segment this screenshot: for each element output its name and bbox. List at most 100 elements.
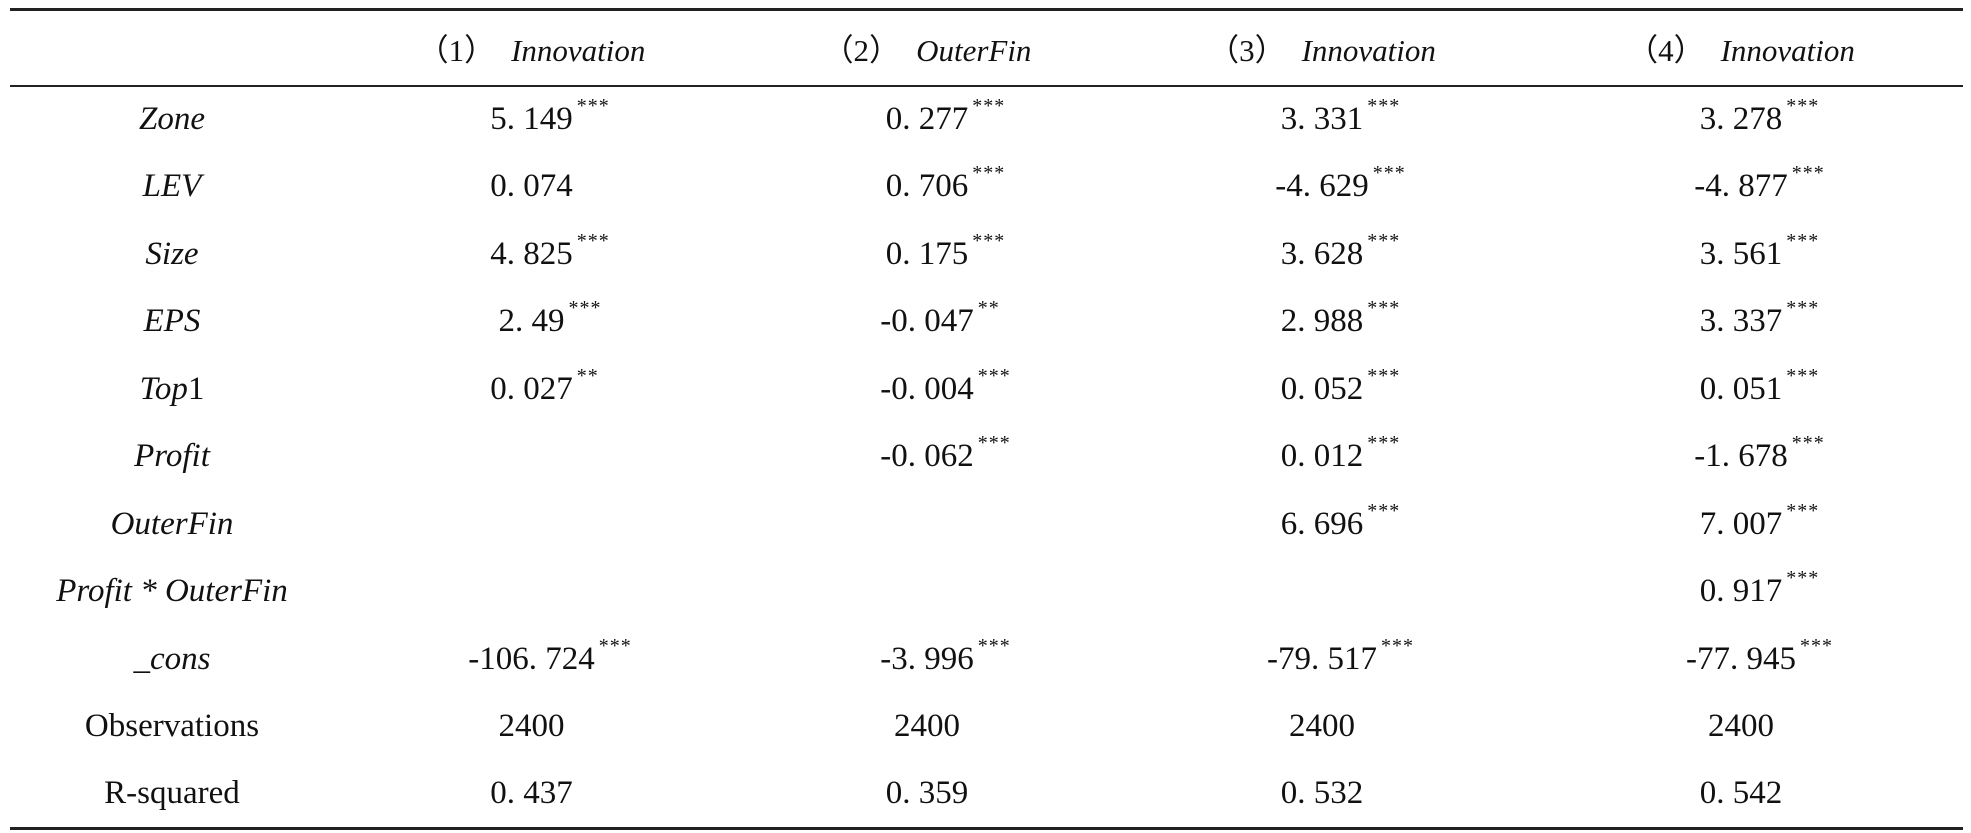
significance-stars: *** bbox=[1791, 162, 1825, 185]
coefficient-cell: -3. 996 *** bbox=[729, 626, 1125, 694]
cell-value-group: 3. 278 *** bbox=[1700, 95, 1819, 138]
coefficient-value: -0. 062 bbox=[880, 438, 974, 475]
coefficient-cell: 0. 074 bbox=[334, 153, 729, 221]
cell-value-group: 3. 331 *** bbox=[1280, 95, 1400, 138]
dependent-variable: Innovation bbox=[511, 33, 646, 69]
significance-stars: *** bbox=[1786, 499, 1820, 522]
row-label: OuterFin bbox=[110, 505, 234, 542]
coefficient-cell: -0. 004 *** bbox=[729, 356, 1125, 424]
coefficient-value: 0. 051 bbox=[1699, 370, 1783, 407]
row-label: Top1 bbox=[10, 356, 334, 424]
coefficient-cell: 2. 988 *** bbox=[1125, 288, 1519, 356]
regression-table: （1） Innovation （2） OuterFin （3） Innovation … bbox=[10, 8, 1963, 830]
coefficient-cell: 0. 437 bbox=[334, 760, 729, 830]
table-row: Top1 0. 027 ** -0. 004 *** 0. 052 *** 0. 051 *** bbox=[10, 356, 1963, 424]
model-number: （2） bbox=[822, 33, 901, 69]
table-row: Observations 2400 2400 2400 2400 bbox=[10, 693, 1963, 761]
cell-value-group: 3. 337 *** bbox=[1700, 297, 1819, 340]
cell-value-group: 6. 696 *** bbox=[1280, 500, 1400, 543]
coefficient-cell: -4. 877 *** bbox=[1519, 153, 1963, 221]
coefficient-cell: 0. 027 ** bbox=[334, 356, 729, 424]
cell-value-group: 0. 012 *** bbox=[1280, 432, 1400, 475]
dependent-variable: Innovation bbox=[1301, 33, 1436, 69]
coefficient-value: 2. 49 bbox=[498, 303, 565, 340]
significance-stars: *** bbox=[598, 634, 632, 657]
header-cell-model-4: （4） Innovation bbox=[1519, 8, 1963, 87]
cell-value-group: -3. 996 *** bbox=[880, 635, 1010, 678]
coefficient-value: 6. 696 bbox=[1280, 505, 1364, 542]
table-row: Profit * OuterFin 0. 917 *** bbox=[10, 558, 1963, 626]
cell-value-group: 0. 027 ** bbox=[490, 365, 598, 408]
coefficient-value: 0. 917 bbox=[1699, 573, 1783, 610]
header-cell-blank bbox=[10, 8, 334, 87]
coefficient-cell: 0. 706 *** bbox=[729, 153, 1125, 221]
coefficient-cell: 3. 561 *** bbox=[1519, 221, 1963, 289]
table-header: （1） Innovation （2） OuterFin （3） Innovation … bbox=[10, 8, 1963, 87]
coefficient-value: 4. 825 bbox=[490, 235, 573, 272]
significance-stars: *** bbox=[1786, 229, 1820, 252]
cell-value-group: -1. 678 *** bbox=[1694, 432, 1824, 475]
coefficient-cell: 2. 49 *** bbox=[334, 288, 729, 356]
coefficient-value: -3. 996 bbox=[880, 640, 974, 677]
row-label: Observations bbox=[84, 708, 260, 745]
coefficient-value: 0. 074 bbox=[490, 168, 573, 205]
significance-stars: *** bbox=[972, 95, 1006, 118]
significance-stars: *** bbox=[1367, 364, 1401, 387]
coefficient-value: -1. 678 bbox=[1694, 438, 1788, 475]
coefficient-cell: 0. 012 *** bbox=[1125, 423, 1519, 491]
cell-value-group: 0. 277 *** bbox=[886, 95, 1005, 138]
table-row: OuterFin 6. 696 *** 7. 007 *** bbox=[10, 491, 1963, 559]
cell-value-group: 0. 542 bbox=[1700, 775, 1783, 812]
coefficient-cell: -0. 062 *** bbox=[729, 423, 1125, 491]
coefficient-value: 0. 542 bbox=[1699, 775, 1783, 811]
coefficient-cell: 0. 277 *** bbox=[729, 86, 1125, 154]
significance-stars: *** bbox=[1786, 364, 1820, 387]
coefficient-value: 0. 012 bbox=[1280, 438, 1364, 475]
row-label: R-squared bbox=[10, 760, 334, 830]
table-row: _cons -106. 724 *** -3. 996 *** -79. 517 *** -7… bbox=[10, 626, 1963, 694]
significance-stars: *** bbox=[1786, 297, 1820, 320]
cell-value-group: 0. 532 bbox=[1281, 775, 1364, 812]
significance-stars: *** bbox=[972, 229, 1006, 252]
coefficient-cell bbox=[729, 491, 1125, 559]
coefficient-cell: -1. 678 *** bbox=[1519, 423, 1963, 491]
coefficient-cell: -0. 047 ** bbox=[729, 288, 1125, 356]
coefficient-value: 0. 175 bbox=[885, 235, 969, 272]
table-body: Zone 5. 149 *** 0. 277 *** 3. 331 *** 3. 278 ***… bbox=[10, 86, 1963, 830]
header-cell-model-2: （2） OuterFin bbox=[729, 8, 1125, 87]
coefficient-value: 0. 027 bbox=[490, 370, 573, 407]
cell-value-group: 2400 bbox=[1708, 708, 1774, 745]
cell-value-group: -0. 004 *** bbox=[880, 365, 1010, 408]
coefficient-value: 2400 bbox=[894, 708, 960, 745]
coefficient-value: 0. 437 bbox=[490, 775, 573, 811]
coefficient-cell: 3. 628 *** bbox=[1125, 221, 1519, 289]
significance-stars: *** bbox=[977, 432, 1011, 455]
row-label: Size bbox=[145, 235, 199, 272]
row-label: _cons bbox=[133, 640, 211, 677]
coefficient-value: 0. 532 bbox=[1280, 775, 1364, 811]
coefficient-cell: -77. 945 *** bbox=[1519, 626, 1963, 694]
coefficient-value: 3. 331 bbox=[1280, 101, 1364, 138]
significance-stars: *** bbox=[576, 95, 610, 118]
coefficient-cell bbox=[334, 423, 729, 491]
cell-value-group: 0. 052 *** bbox=[1281, 365, 1400, 408]
cell-value-group: 0. 175 *** bbox=[885, 230, 1005, 273]
cell-value-group: 0. 074 bbox=[490, 168, 573, 205]
cell-value-group: -0. 062 *** bbox=[880, 432, 1010, 475]
coefficient-value: 2. 988 bbox=[1280, 303, 1364, 340]
coefficient-cell: 2400 bbox=[1519, 693, 1963, 761]
significance-stars: *** bbox=[972, 162, 1006, 185]
coefficient-cell: 2400 bbox=[1125, 693, 1519, 761]
significance-stars: *** bbox=[1372, 162, 1406, 185]
cell-value-group: 7. 007 *** bbox=[1700, 500, 1819, 543]
significance-stars: *** bbox=[1367, 499, 1401, 522]
cell-value-group: 3. 628 *** bbox=[1280, 230, 1400, 273]
coefficient-value: 2400 bbox=[498, 708, 565, 745]
cell-value-group: 2400 bbox=[499, 708, 565, 745]
coefficient-value: 3. 628 bbox=[1280, 235, 1364, 272]
coefficient-value: -0. 004 bbox=[880, 370, 974, 407]
coefficient-value: 2400 bbox=[1708, 708, 1774, 745]
row-label-italic-part: Top bbox=[139, 370, 188, 407]
model-number: （4） bbox=[1627, 33, 1705, 69]
cell-value-group: 0. 706 *** bbox=[886, 162, 1005, 205]
